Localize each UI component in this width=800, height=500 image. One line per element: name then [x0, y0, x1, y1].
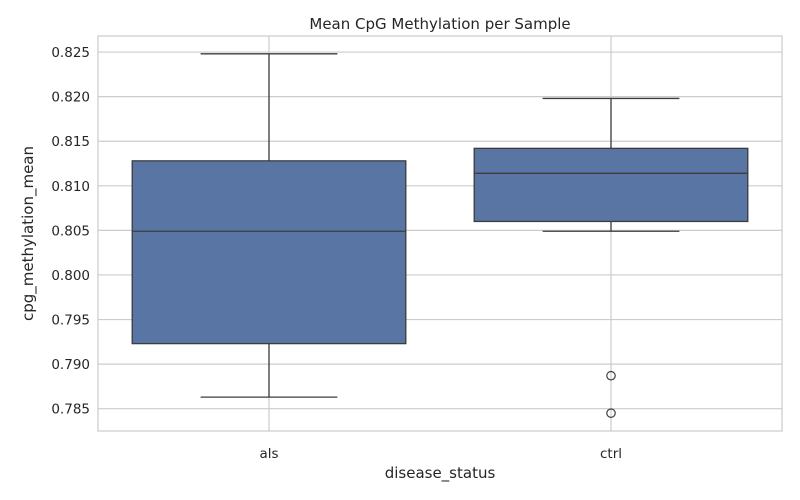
x-axis-ticks: als ctrl — [259, 446, 622, 462]
chart-title: Mean CpG Methylation per Sample — [309, 15, 570, 33]
boxes — [131, 53, 749, 418]
y-tick-label: 0.820 — [51, 90, 90, 106]
box-als — [131, 53, 407, 398]
y-axis-ticks: 0.785 0.790 0.795 0.800 0.805 0.810 0.815 0.820… — [51, 45, 90, 418]
outlier-point — [606, 408, 616, 418]
y-tick-label: 0.825 — [51, 45, 90, 61]
y-tick-label: 0.810 — [51, 179, 90, 195]
x-tick-label-ctrl: ctrl — [600, 446, 622, 462]
y-tick-label: 0.800 — [51, 268, 90, 284]
y-tick-label: 0.790 — [51, 357, 90, 373]
box-iqr — [473, 147, 749, 223]
plot-frame — [97, 35, 783, 432]
y-axis-label: cpg_methylation_mean — [19, 146, 38, 321]
y-tick-label: 0.815 — [51, 134, 90, 150]
outlier-point — [606, 370, 616, 381]
y-tick-label: 0.805 — [51, 223, 90, 239]
box-iqr — [131, 160, 407, 345]
x-tick-label-als: als — [259, 446, 278, 462]
x-axis-label: disease_status — [385, 464, 496, 483]
box-ctrl — [473, 97, 749, 418]
y-tick-label: 0.795 — [51, 313, 90, 329]
y-tick-label: 0.785 — [51, 402, 90, 418]
